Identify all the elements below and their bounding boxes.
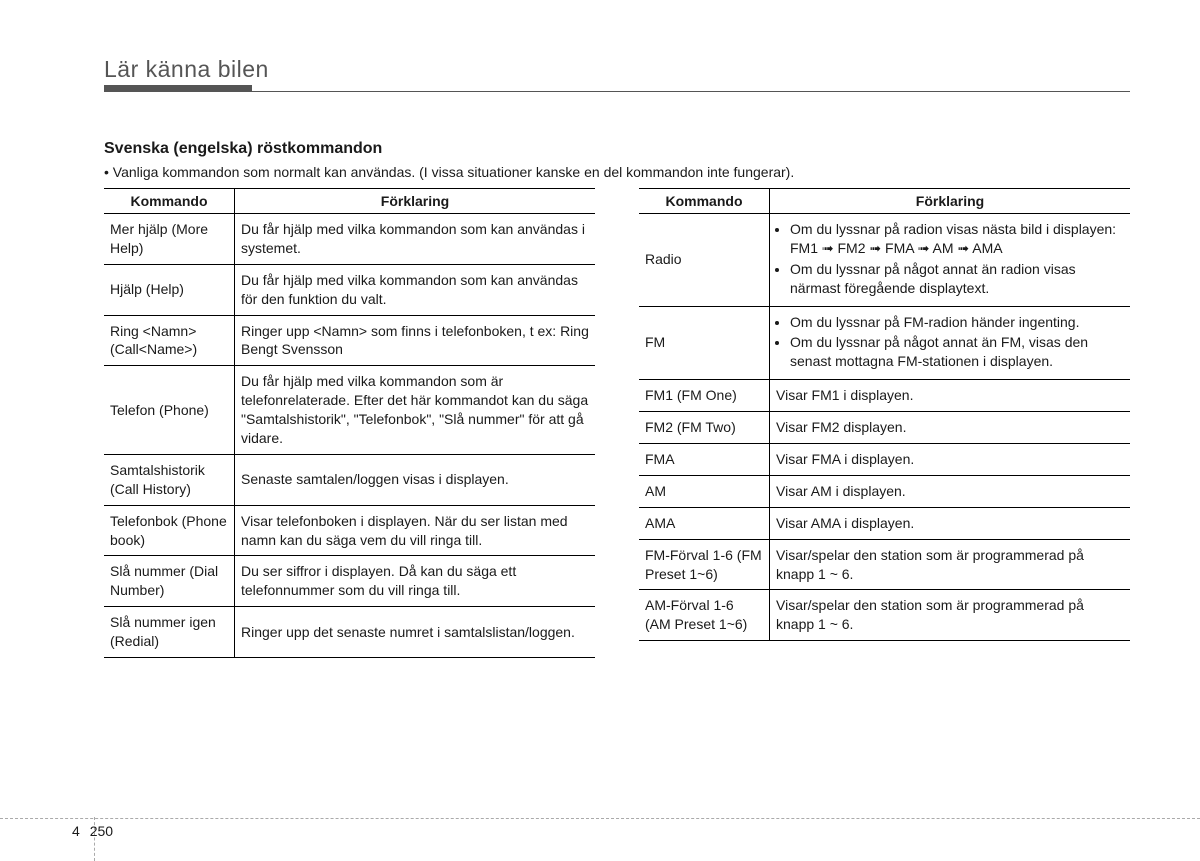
- table-row: Telefon (Phone)Du får hjälp med vilka ko…: [104, 366, 595, 455]
- bullet-item: Om du lyssnar på något annat än radion v…: [790, 260, 1124, 298]
- explanation-cell: Du får hjälp med vilka kommandon som är …: [235, 366, 596, 455]
- page-number: 250: [90, 823, 113, 839]
- explanation-cell: Visar FM1 i displayen.: [770, 380, 1131, 412]
- two-column-layout: Kommando Förklaring Mer hjälp (More Help…: [104, 188, 1130, 658]
- right-column: Kommando Förklaring Radio Om du lyssnar p…: [639, 188, 1130, 658]
- command-cell: FM2 (FM Two): [639, 412, 770, 444]
- table-row: AMAVisar AMA i displayen.: [639, 507, 1130, 539]
- explanation-cell: Ringer upp <Namn> som finns i telefonbok…: [235, 315, 596, 366]
- command-cell: Slå nummer (Dial Number): [104, 556, 235, 607]
- explanation-cell: Visar AMA i displayen.: [770, 507, 1131, 539]
- command-cell: Hjälp (Help): [104, 264, 235, 315]
- explanation-cell: Ringer upp det senaste numret i samtalsl…: [235, 607, 596, 658]
- explanation-cell: Om du lyssnar på FM-radion händer ingent…: [770, 306, 1131, 380]
- intro-text: • Vanliga kommandon som normalt kan anvä…: [104, 164, 1130, 180]
- commands-table-right: Kommando Förklaring Radio Om du lyssnar p…: [639, 188, 1130, 641]
- command-cell: Slå nummer igen (Redial): [104, 607, 235, 658]
- table-row: AM-Förval 1-6 (AM Preset 1~6)Visar/spela…: [639, 590, 1130, 641]
- command-cell: FMA: [639, 444, 770, 476]
- command-cell: FM-Förval 1-6 (FM Preset 1~6): [639, 539, 770, 590]
- left-column: Kommando Förklaring Mer hjälp (More Help…: [104, 188, 595, 658]
- explanation-cell: Du ser siffror i displayen. Då kan du sä…: [235, 556, 596, 607]
- command-cell: Telefon (Phone): [104, 366, 235, 455]
- table-row: Telefonbok (Phone book)Visar telefonboke…: [104, 505, 595, 556]
- chapter-number: 4: [72, 823, 80, 839]
- explanation-cell: Visar/spelar den station som är programm…: [770, 539, 1131, 590]
- bullet-item: Om du lyssnar på radion visas nästa bild…: [790, 220, 1124, 258]
- table-header-command: Kommando: [104, 189, 235, 214]
- explanation-cell: Du får hjälp med vilka kommandon som kan…: [235, 264, 596, 315]
- page-footer: 4 250: [72, 823, 113, 839]
- table-row: Mer hjälp (More Help)Du får hjälp med vi…: [104, 214, 595, 265]
- section-title: Svenska (engelska) röstkommandon: [104, 140, 1130, 158]
- command-cell: Samtalshistorik (Call History): [104, 454, 235, 505]
- horizontal-dash-rule: [0, 818, 1200, 819]
- command-cell: FM1 (FM One): [639, 380, 770, 412]
- explanation-bullets: Om du lyssnar på FM-radion händer ingent…: [776, 313, 1124, 372]
- table-row: FM Om du lyssnar på FM-radion händer inge…: [639, 306, 1130, 380]
- bullet-item: Om du lyssnar på FM-radion händer ingent…: [790, 313, 1124, 332]
- explanation-cell: Visar/spelar den station som är programm…: [770, 590, 1131, 641]
- explanation-cell: Visar telefonboken i displayen. När du s…: [235, 505, 596, 556]
- table-row: FMAVisar FMA i displayen.: [639, 444, 1130, 476]
- explanation-cell: Du får hjälp med vilka kommandon som kan…: [235, 214, 596, 265]
- table-header-explanation: Förklaring: [235, 189, 596, 214]
- table-header-command: Kommando: [639, 189, 770, 214]
- explanation-cell: Om du lyssnar på radion visas nästa bild…: [770, 214, 1131, 307]
- bullet-item: Om du lyssnar på något annat än FM, visa…: [790, 333, 1124, 371]
- explanation-cell: Visar FM2 displayen.: [770, 412, 1131, 444]
- command-cell: Radio: [639, 214, 770, 307]
- table-header-explanation: Förklaring: [770, 189, 1131, 214]
- chapter-title: Lär känna bilen: [104, 56, 1130, 83]
- table-row: Radio Om du lyssnar på radion visas nästa…: [639, 214, 1130, 307]
- command-cell: FM: [639, 306, 770, 380]
- command-cell: Mer hjälp (More Help): [104, 214, 235, 265]
- title-rule-thin: [104, 91, 1130, 92]
- table-row: FM1 (FM One)Visar FM1 i displayen.: [639, 380, 1130, 412]
- explanation-bullets: Om du lyssnar på radion visas nästa bild…: [776, 220, 1124, 298]
- table-row: Ring <Namn> (Call<Name>)Ringer upp <Namn…: [104, 315, 595, 366]
- explanation-cell: Senaste samtalen/loggen visas i displaye…: [235, 454, 596, 505]
- table-row: Slå nummer (Dial Number)Du ser siffror i…: [104, 556, 595, 607]
- table-row: Slå nummer igen (Redial)Ringer upp det s…: [104, 607, 595, 658]
- command-cell: Telefonbok (Phone book): [104, 505, 235, 556]
- table-row: Hjälp (Help)Du får hjälp med vilka komma…: [104, 264, 595, 315]
- table-row: FM2 (FM Two)Visar FM2 displayen.: [639, 412, 1130, 444]
- command-cell: AM-Förval 1-6 (AM Preset 1~6): [639, 590, 770, 641]
- page-content: Lär känna bilen Svenska (engelska) röstk…: [0, 0, 1200, 658]
- command-cell: AM: [639, 475, 770, 507]
- command-cell: AMA: [639, 507, 770, 539]
- table-row: FM-Förval 1-6 (FM Preset 1~6)Visar/spela…: [639, 539, 1130, 590]
- explanation-cell: Visar FMA i displayen.: [770, 444, 1131, 476]
- commands-table-left: Kommando Förklaring Mer hjälp (More Help…: [104, 188, 595, 658]
- explanation-cell: Visar AM i displayen.: [770, 475, 1131, 507]
- table-row: AMVisar AM i displayen.: [639, 475, 1130, 507]
- command-cell: Ring <Namn> (Call<Name>): [104, 315, 235, 366]
- table-row: Samtalshistorik (Call History)Senaste sa…: [104, 454, 595, 505]
